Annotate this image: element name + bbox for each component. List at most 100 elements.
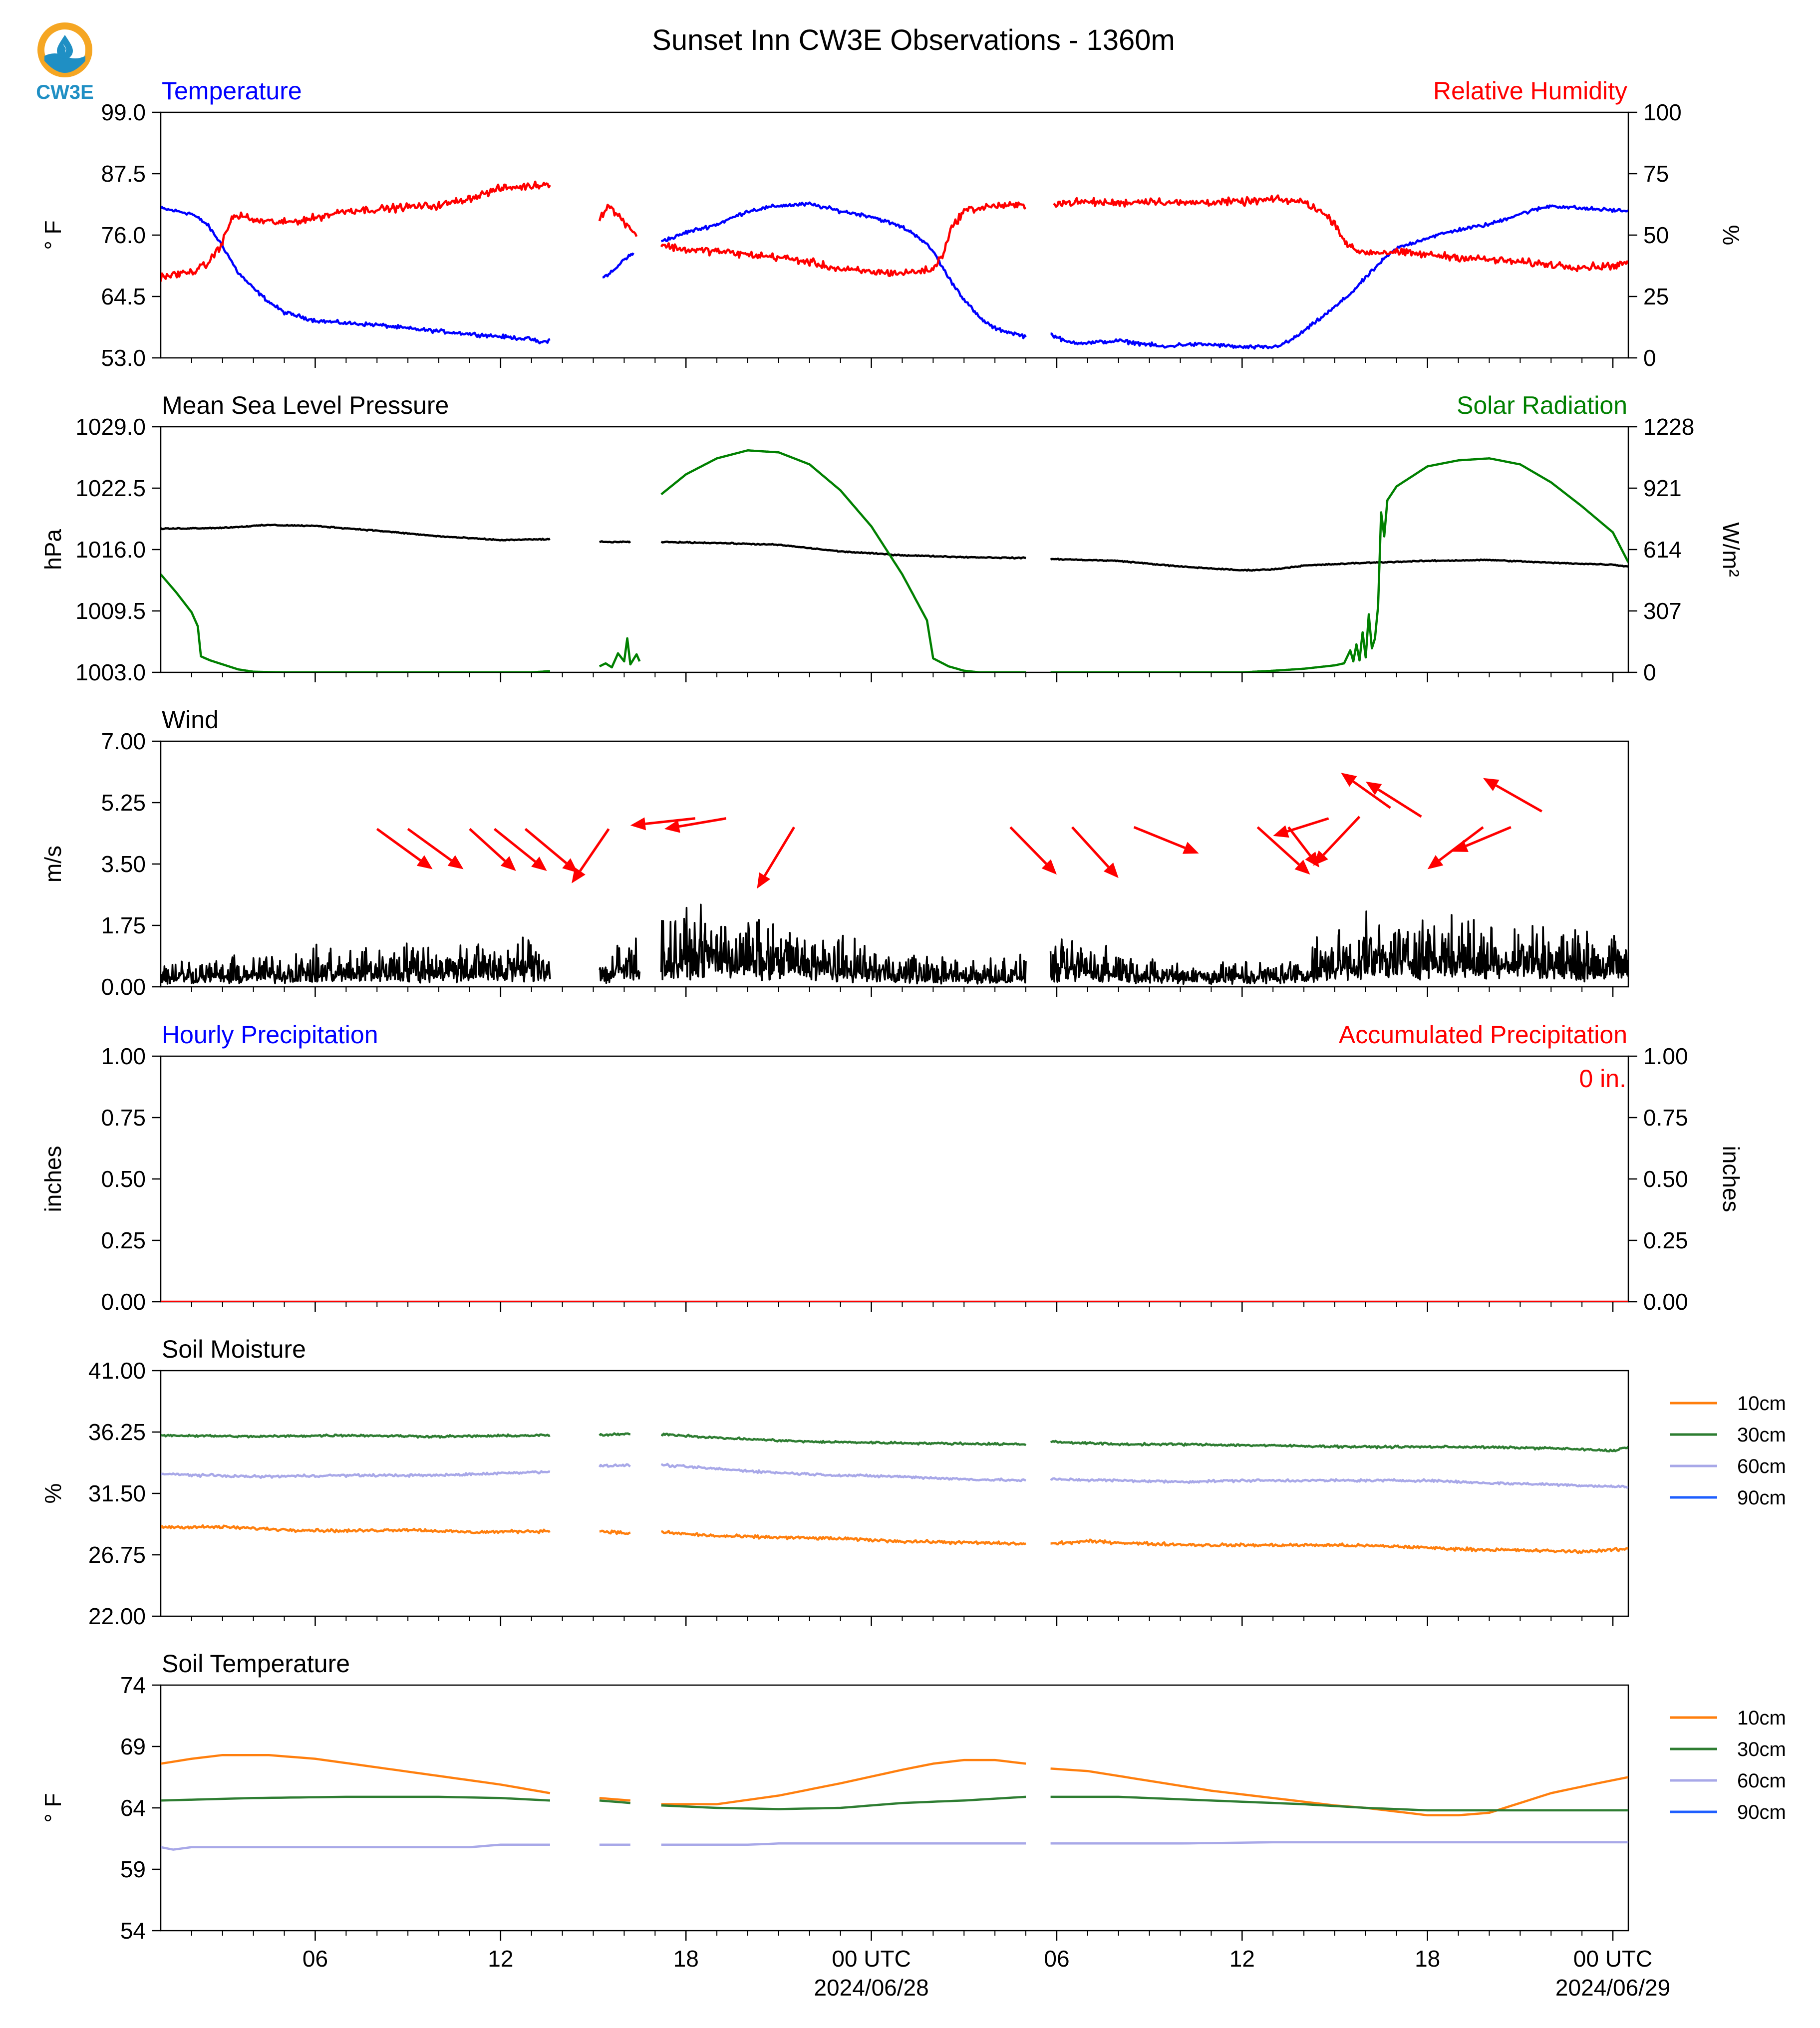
series-line xyxy=(599,637,641,669)
x-tick-label: 18 xyxy=(673,1946,699,1972)
y-tick-label-left: 41.00 xyxy=(88,1358,146,1384)
y-tick-label-left: 31.50 xyxy=(88,1480,146,1506)
legend-label: 10cm xyxy=(1737,1707,1786,1729)
y-axis-label-left: % xyxy=(40,1483,66,1504)
y-tick-label-left: 22.00 xyxy=(88,1603,146,1629)
y-axis-label-left: inches xyxy=(40,1146,66,1212)
wind-arrow xyxy=(1273,817,1329,838)
x-tick-label: 00 UTC xyxy=(832,1946,910,1972)
panel-wind: 0.00 1.75 3.50 5.25 7.00 Wind m/s xyxy=(40,706,1629,1000)
panel-title-right: Solar Radiation xyxy=(1457,391,1627,419)
y-tick-label-left: 76.0 xyxy=(101,222,146,248)
logo-drop-mark xyxy=(63,44,66,53)
plot-frame xyxy=(160,426,1629,673)
cw3e-logo: CW3E xyxy=(30,20,100,103)
series-line xyxy=(1050,204,1628,350)
y-tick-label-right: 0.25 xyxy=(1643,1227,1688,1253)
wind-arrow-shaft xyxy=(407,828,452,862)
x-tick-sublabel: 2024/06/29 xyxy=(1555,1975,1670,2001)
series-line xyxy=(1050,558,1628,572)
wind-arrow-head xyxy=(416,855,433,869)
series-line-60cm xyxy=(598,1463,631,1468)
wind-arrow xyxy=(1313,816,1361,866)
panel-title-left: Soil Moisture xyxy=(162,1335,306,1363)
wind-arrow-head xyxy=(1483,778,1500,791)
wind-arrow xyxy=(407,828,464,869)
series-line-60cm xyxy=(661,1842,1026,1846)
series-line xyxy=(660,903,1027,985)
wind-arrow-shaft xyxy=(645,817,696,825)
y-axis-label-right: W/m² xyxy=(1718,522,1744,577)
panel-pressure_solar: 1003.0 1009.5 1016.0 1022.5 1029.0 0 307 614 921… xyxy=(40,391,1744,685)
y-tick-label-left: 59 xyxy=(120,1856,146,1882)
wind-arrow-head xyxy=(664,820,680,833)
wind-arrow-shaft xyxy=(493,828,536,863)
panel-title-left: Soil Temperature xyxy=(162,1650,350,1678)
panel-precip: 0.00 0.25 0.50 0.75 1.00 0.00 0.25 0.50 0.75 1.00… xyxy=(40,1021,1744,1315)
y-axis-label-left: ° F xyxy=(40,220,66,250)
series-line-30cm xyxy=(161,1795,551,1802)
plot-lines xyxy=(161,1432,1628,1554)
wind-arrow xyxy=(524,828,578,873)
y-tick-label-left: 7.00 xyxy=(101,728,146,754)
wind-arrow-shaft xyxy=(1322,816,1361,856)
wind-arrow xyxy=(1071,826,1119,878)
wind-arrow-head xyxy=(1273,825,1289,838)
wind-arrow-head xyxy=(1341,773,1357,787)
x-tick-label: 12 xyxy=(1229,1946,1255,1972)
wind-arrow xyxy=(572,828,610,883)
y-tick-label-left: 74 xyxy=(120,1672,146,1698)
wind-arrow xyxy=(469,828,516,871)
series-line xyxy=(660,201,1027,339)
series-line-10cm xyxy=(1050,1767,1628,1817)
series-line xyxy=(161,523,551,542)
wind-arrow-head xyxy=(1294,860,1310,875)
series-line xyxy=(660,540,1026,560)
y-tick-label-right: 0.75 xyxy=(1643,1105,1688,1131)
y-axis-label-right: inches xyxy=(1718,1146,1744,1212)
wind-arrow-head xyxy=(1103,863,1119,878)
y-tick-label-right: 1.00 xyxy=(1643,1043,1688,1069)
y-tick-label-left: 53.0 xyxy=(101,345,146,371)
plot-frame xyxy=(160,1055,1629,1303)
y-tick-label-right: 307 xyxy=(1643,598,1682,624)
panel-title-left: Hourly Precipitation xyxy=(162,1021,378,1049)
plot-frame xyxy=(160,1684,1629,1932)
cw3e-logo-graphic: CW3E xyxy=(36,22,94,103)
series-line xyxy=(599,540,631,544)
y-tick-label-left: 99.0 xyxy=(101,99,146,125)
y-axis-label-left: hPa xyxy=(40,529,66,570)
series-line-60cm xyxy=(161,1843,550,1851)
accumulated-precip-annotation: 0 in. xyxy=(1579,1065,1626,1093)
wind-arrow-shaft xyxy=(1133,826,1186,849)
series-line-30cm xyxy=(1050,1440,1628,1452)
series-line-10cm xyxy=(161,1753,551,1794)
wind-arrow-shaft xyxy=(1465,826,1512,848)
y-tick-label-right: 50 xyxy=(1643,222,1669,248)
y-tick-label-left: 3.50 xyxy=(101,851,146,877)
legend-label: 30cm xyxy=(1737,1738,1786,1760)
wind-arrow-head xyxy=(1182,842,1199,854)
legend-label: 30cm xyxy=(1737,1424,1786,1446)
panel-title-left: Temperature xyxy=(162,77,302,105)
wind-arrow-shaft xyxy=(1287,817,1329,833)
y-tick-label-left: 0.75 xyxy=(101,1105,146,1131)
y-tick-label-right: 921 xyxy=(1643,475,1682,501)
y-tick-label-left: 54 xyxy=(120,1918,146,1944)
wind-arrow-shaft xyxy=(469,828,506,862)
wind-arrow xyxy=(1427,826,1484,869)
plot-frame xyxy=(160,1370,1629,1617)
legend-label: 90cm xyxy=(1737,1801,1786,1823)
y-tick-label-left: 0.00 xyxy=(101,974,146,1000)
wind-arrow-head xyxy=(572,867,586,883)
series-line xyxy=(161,180,551,282)
wind-arrow-head xyxy=(562,858,578,873)
wind-arrow-head xyxy=(630,817,646,831)
y-tick-label-left: 36.25 xyxy=(88,1419,146,1445)
x-tick-label: 18 xyxy=(1415,1946,1440,1972)
wind-arrow xyxy=(1341,773,1391,809)
wind-arrow-shaft xyxy=(524,828,568,865)
y-tick-label-left: 1022.5 xyxy=(75,475,146,501)
panel-title-right: Accumulated Precipitation xyxy=(1339,1021,1627,1049)
series-line xyxy=(161,574,551,672)
